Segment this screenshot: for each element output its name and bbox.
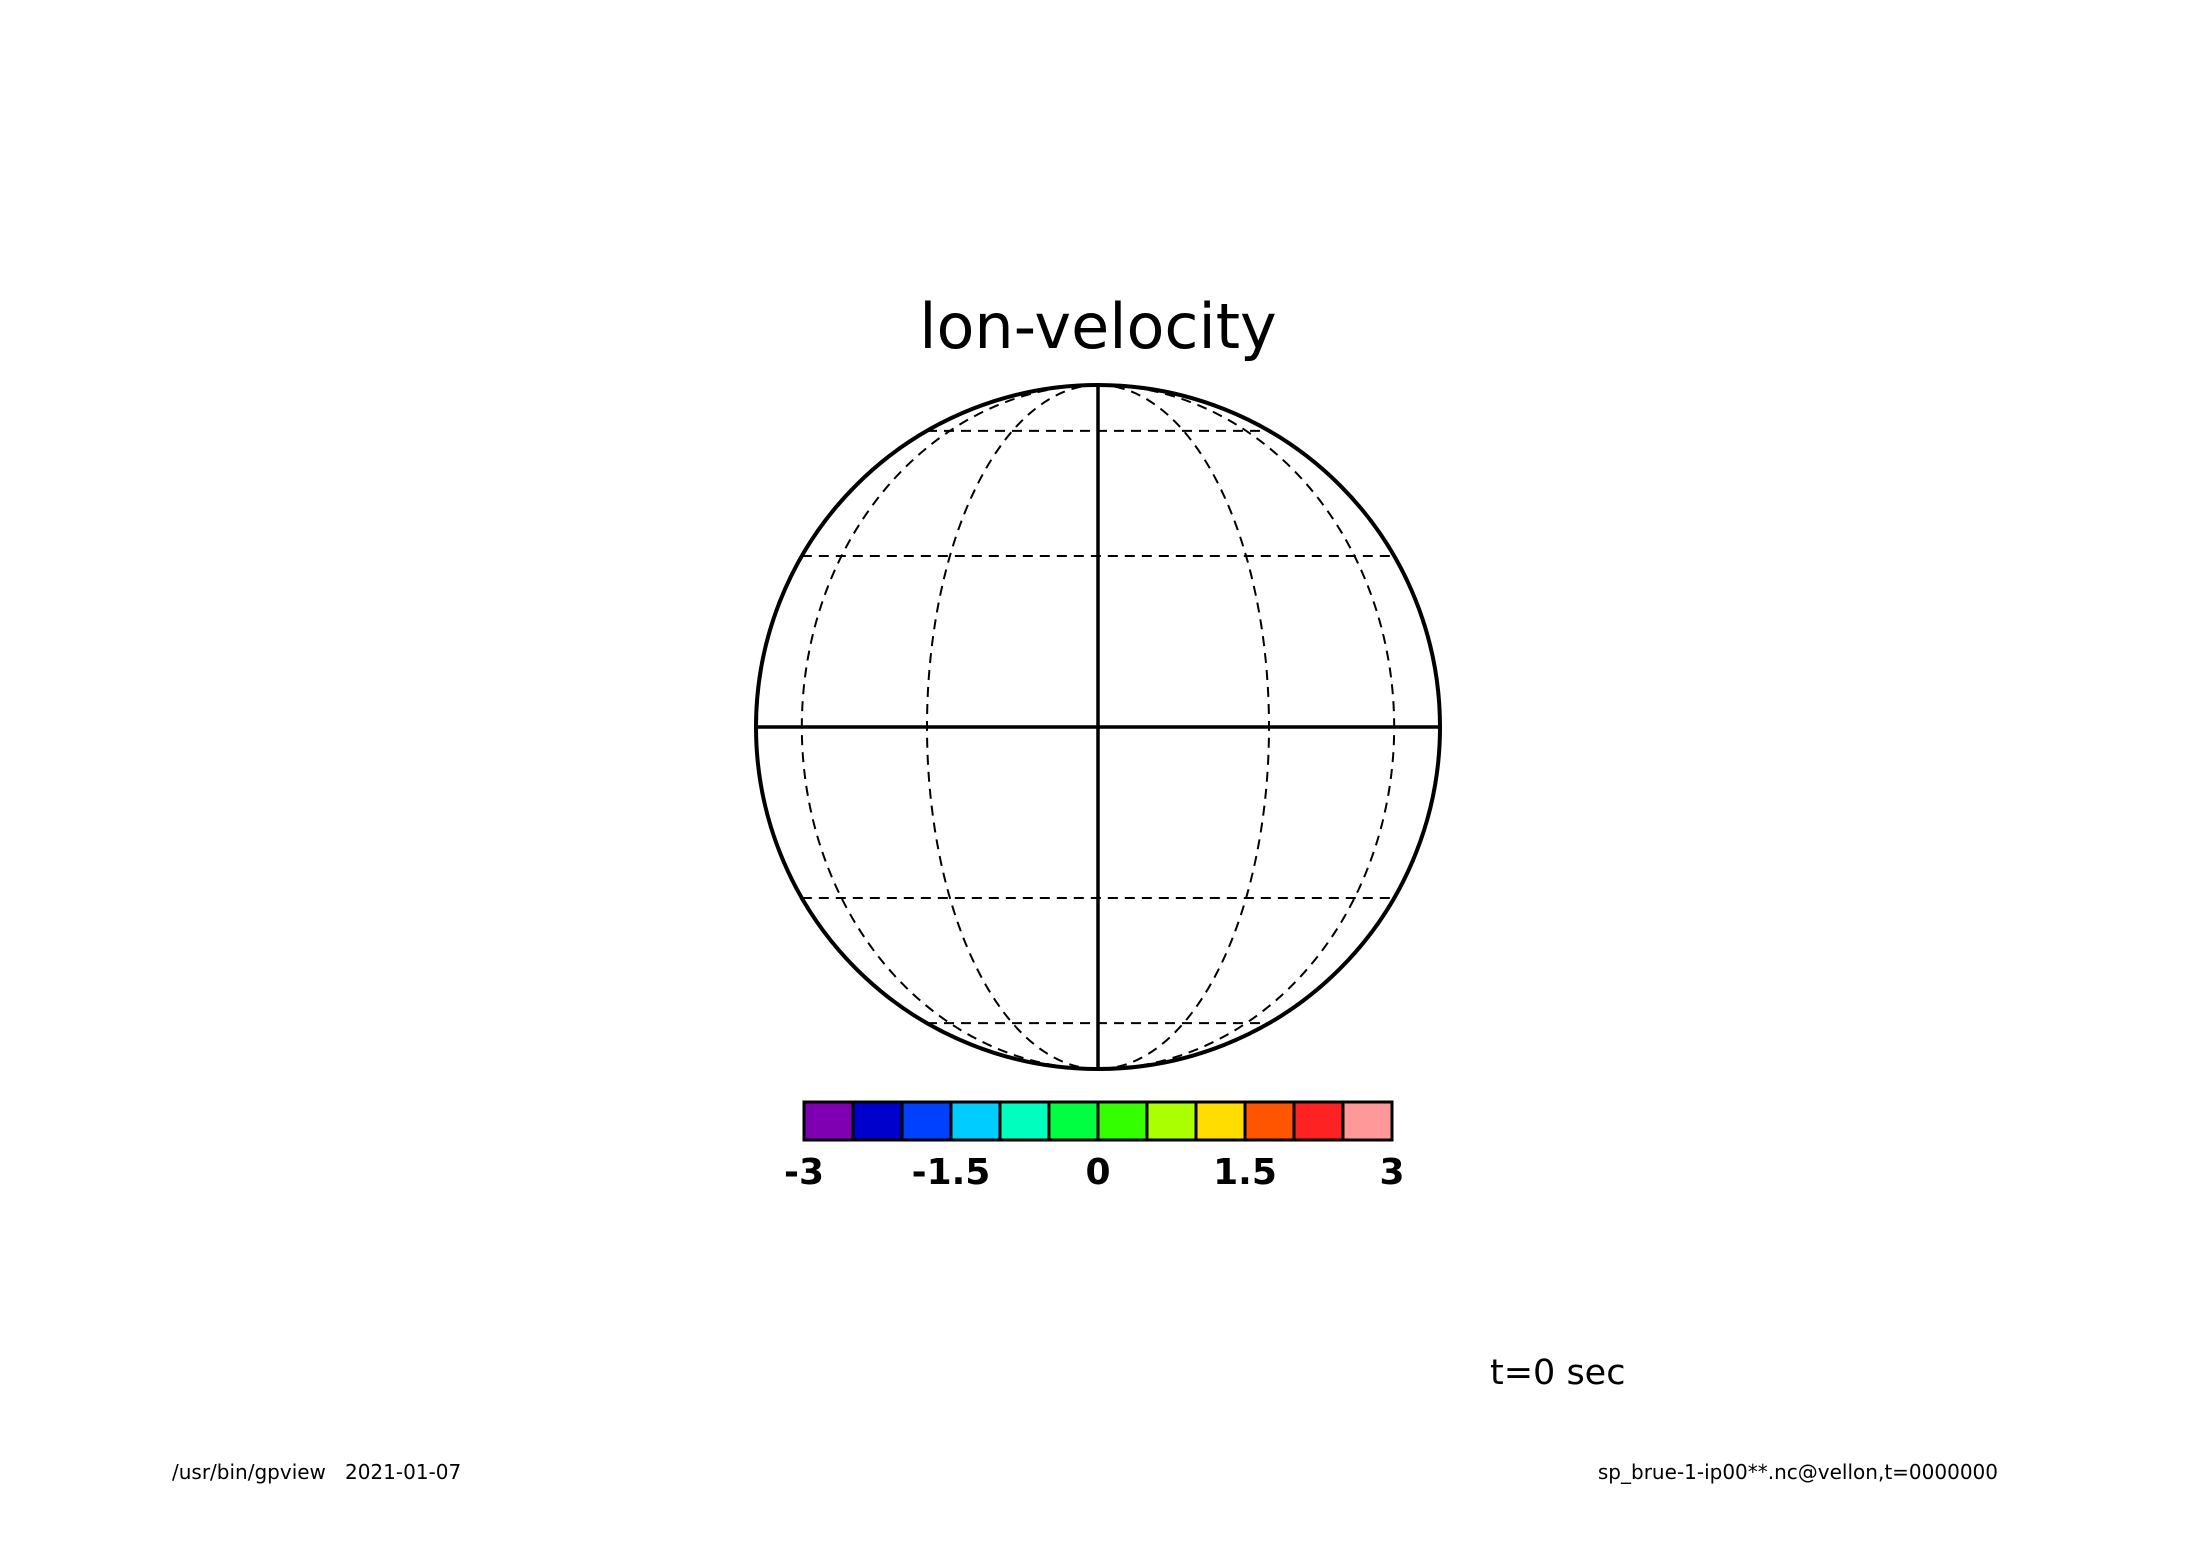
globe-map xyxy=(754,383,1442,1071)
plot-title: lon-velocity xyxy=(919,290,1276,363)
colorbar-cell xyxy=(851,1100,904,1142)
colorbar-tick-label: 3 xyxy=(1379,1152,1404,1193)
colorbar-cell xyxy=(949,1100,1002,1142)
colorbar-cell xyxy=(1341,1100,1394,1142)
colorbar-cell xyxy=(1292,1100,1345,1142)
colorbar-cell xyxy=(802,1100,855,1142)
colorbar-cell xyxy=(1047,1100,1100,1142)
colorbar-tick-label: 0 xyxy=(1085,1152,1110,1193)
colorbar-cell xyxy=(1096,1100,1149,1142)
colorbar-cell xyxy=(1243,1100,1296,1142)
colorbar-tick-label: 1.5 xyxy=(1213,1152,1277,1193)
colorbar-cell xyxy=(998,1100,1051,1142)
footer-left-text: /usr/bin/gpview 2021-01-07 xyxy=(172,1460,461,1484)
colorbar-tick-label: -1.5 xyxy=(912,1152,991,1193)
footer-right-text: sp_brue-1-ip00**.nc@vellon,t=0000000 xyxy=(1598,1460,1998,1484)
colorbar-cell xyxy=(900,1100,953,1142)
time-label: t=0 sec xyxy=(1490,1353,1625,1393)
colorbar: -3 -1.5 0 1.5 3 xyxy=(784,1100,1405,1193)
colorbar-ticks: -3 -1.5 0 1.5 3 xyxy=(784,1152,1405,1193)
colorbar-frame xyxy=(802,1100,1394,1142)
colorbar-tick-label: -3 xyxy=(784,1152,824,1193)
colorbar-cell xyxy=(1145,1100,1198,1142)
colorbar-cell xyxy=(1194,1100,1247,1142)
globe-outline xyxy=(754,383,1442,1071)
colorbar-cells xyxy=(802,1100,1394,1142)
